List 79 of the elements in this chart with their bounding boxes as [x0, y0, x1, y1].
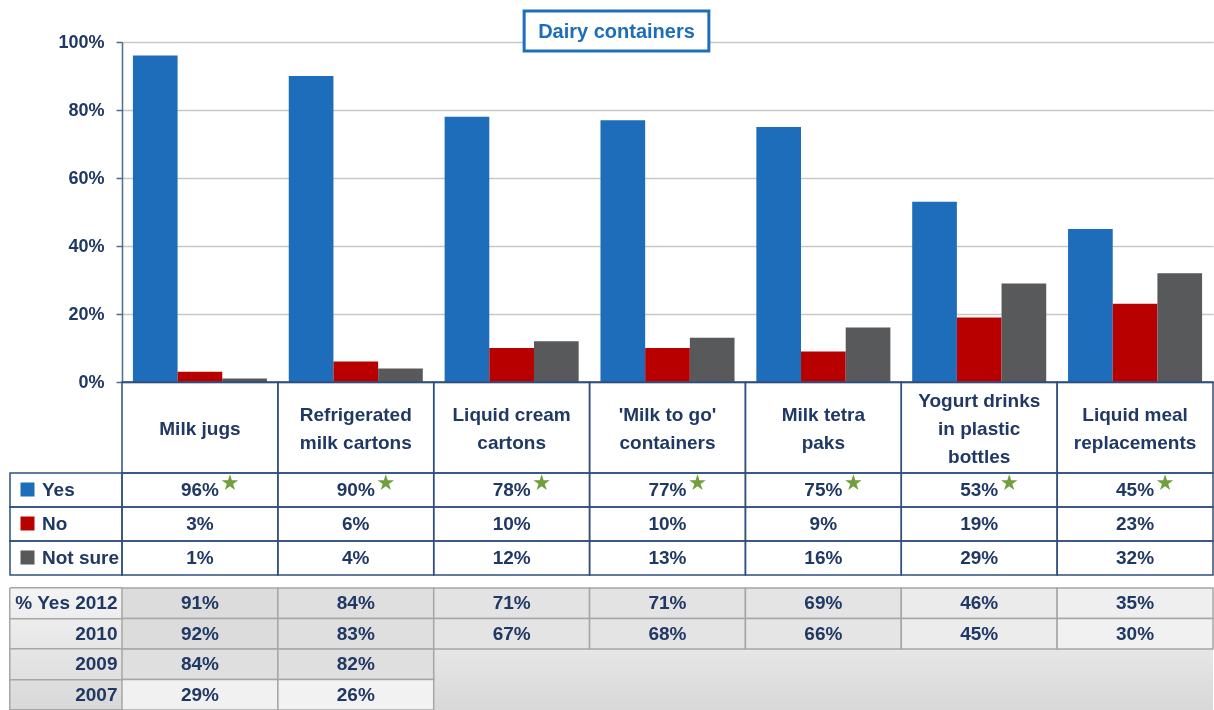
- data-label: 90%: [336, 479, 375, 500]
- y-tick-label: 2007: [75, 683, 118, 705]
- data-label: 82%: [336, 653, 375, 675]
- data-label: 23%: [1116, 513, 1155, 534]
- data-label: 3%: [186, 513, 214, 534]
- bar: [1112, 303, 1158, 382]
- y-tick-label: 100%: [58, 31, 105, 52]
- x-tick-label: Yogurt drinks in plastic bottles: [918, 390, 1041, 467]
- data-label: 45%: [960, 622, 999, 644]
- data-label: 68%: [648, 622, 687, 644]
- data-label: 71%: [492, 592, 531, 614]
- bar: [489, 348, 534, 382]
- data-label: 53%: [960, 479, 999, 500]
- data-label: 26%: [336, 683, 375, 705]
- x-tick-label: Refrigerated milk cartons: [299, 404, 412, 453]
- bar: [333, 361, 379, 382]
- data-label: 46%: [960, 592, 999, 614]
- data-label: 35%: [1116, 592, 1155, 614]
- data-label: 77%: [648, 479, 687, 500]
- data-label: 1%: [186, 547, 214, 568]
- legend-label: No: [42, 512, 68, 534]
- data-label: 84%: [180, 653, 220, 675]
- bar: [845, 327, 891, 382]
- data-label: 10%: [648, 513, 687, 534]
- bar: [1001, 283, 1047, 382]
- data-label: 19%: [960, 513, 999, 534]
- bar: [378, 368, 423, 382]
- data-label: 67%: [492, 622, 531, 644]
- data-label: 13%: [648, 547, 687, 568]
- data-label: 45%: [1116, 479, 1155, 500]
- bar: [956, 317, 1002, 382]
- bar: [1157, 273, 1203, 382]
- bar: [600, 120, 646, 382]
- x-tick-label: 'Milk to go' containers: [618, 404, 717, 453]
- data-label: 9%: [809, 513, 838, 534]
- legend-label: Yes: [42, 478, 75, 500]
- data-label: 91%: [180, 592, 220, 614]
- data-label: 71%: [648, 592, 687, 614]
- data-label: 92%: [180, 622, 220, 644]
- data-label: 30%: [1116, 622, 1155, 644]
- bar: [132, 55, 178, 382]
- x-tick-label: Milk tetra paks: [781, 404, 866, 453]
- bar: [1068, 229, 1113, 382]
- data-label: 29%: [180, 683, 220, 705]
- x-tick-label: Milk jugs: [159, 418, 241, 439]
- bar: [912, 201, 957, 382]
- data-label: 6%: [342, 513, 370, 534]
- data-label: 16%: [804, 547, 843, 568]
- x-tick-label: Liquid cream cartons: [452, 404, 571, 453]
- y-tick-label: 2010: [75, 622, 118, 644]
- y-tick-label: 2009: [75, 653, 118, 675]
- data-label: 12%: [492, 547, 531, 568]
- data-label: 32%: [1116, 547, 1155, 568]
- data-label: 78%: [492, 479, 531, 500]
- data-label: 84%: [336, 592, 375, 614]
- bar: [288, 76, 334, 382]
- bar: [444, 116, 490, 382]
- legend-label: Not sure: [42, 546, 120, 568]
- y-tick-label: 20%: [68, 303, 105, 324]
- y-tick-label: 60%: [68, 167, 105, 188]
- y-tick-label: 80%: [68, 99, 105, 120]
- y-tick-label: 0%: [78, 371, 105, 392]
- bar: [689, 337, 735, 382]
- x-tick-label: Liquid meal replacements: [1073, 404, 1197, 453]
- y-tick-label: 40%: [68, 235, 105, 256]
- chart-title: Dairy containers: [538, 20, 695, 42]
- data-label: 10%: [492, 513, 531, 534]
- data-label: 83%: [336, 622, 375, 644]
- data-label: 69%: [804, 592, 843, 614]
- y-tick-label: % Yes 2012: [15, 592, 118, 614]
- bar: [533, 341, 579, 382]
- data-label: 4%: [342, 547, 370, 568]
- bar: [645, 348, 690, 382]
- data-label: 66%: [804, 622, 843, 644]
- data-label: 75%: [804, 479, 843, 500]
- data-label: 96%: [180, 479, 220, 500]
- bar: [801, 351, 846, 382]
- bar: [756, 127, 802, 382]
- data-label: 29%: [960, 547, 999, 568]
